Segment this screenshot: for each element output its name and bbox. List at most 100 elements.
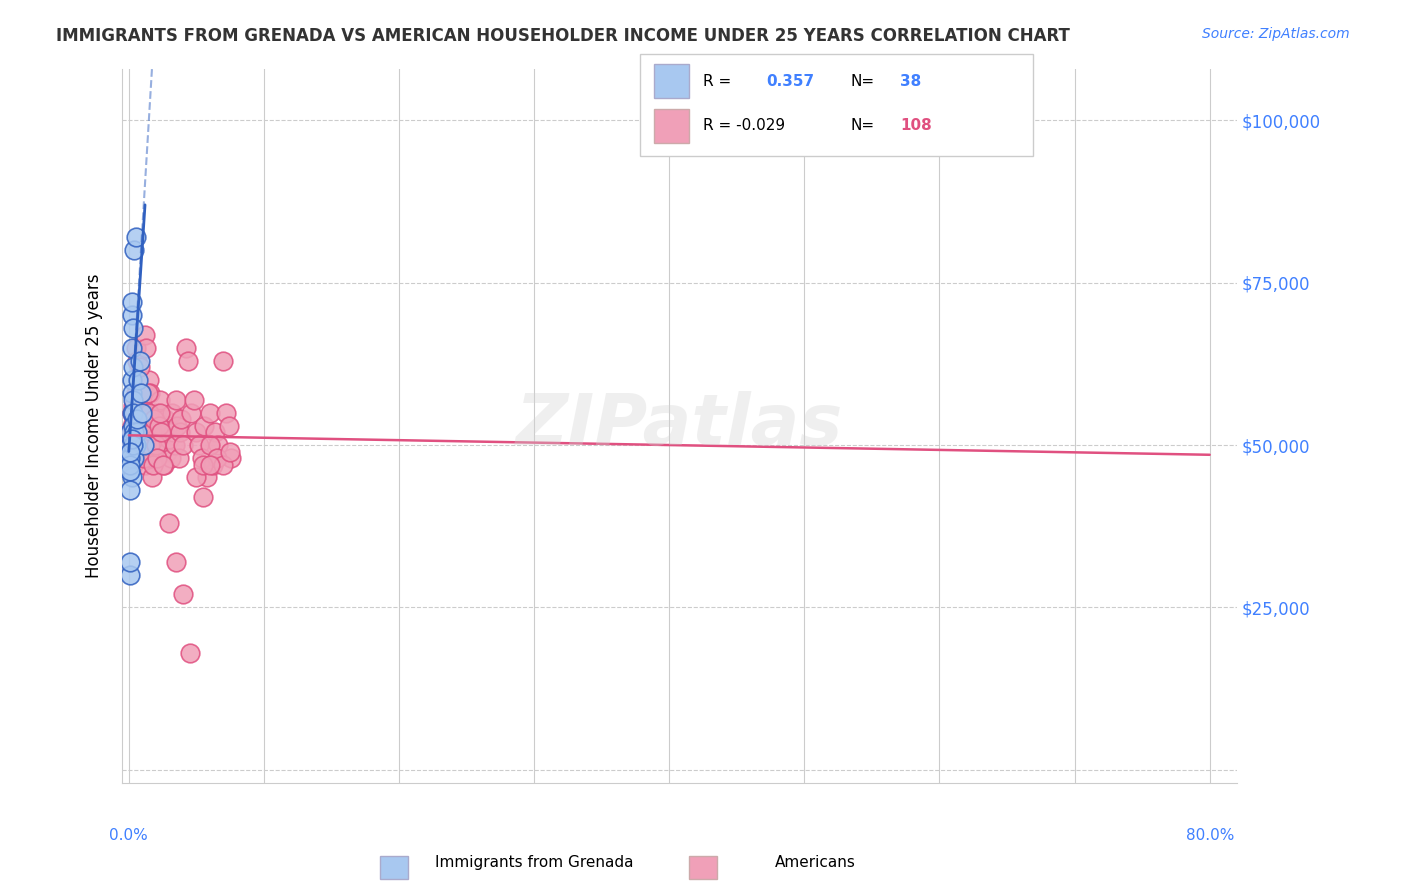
Point (121, 406, 143, 420)
Point (131, 412, 153, 426)
Point (138, 406, 160, 420)
Point (124, 386, 146, 401)
Point (121, 341, 143, 355)
Point (128, 438, 150, 452)
Point (135, 438, 157, 452)
Point (124, 230, 146, 244)
Point (138, 373, 160, 387)
Text: R = -0.029: R = -0.029 (703, 119, 785, 133)
Point (127, 373, 149, 387)
Point (142, 425, 165, 439)
Point (128, 425, 150, 439)
Point (129, 386, 152, 401)
Text: 0.0%: 0.0% (110, 828, 148, 843)
Point (149, 406, 172, 420)
Point (120, 567, 142, 582)
Point (172, 587, 194, 601)
Point (125, 418, 148, 433)
Point (120, 464, 142, 478)
Point (121, 418, 143, 433)
Point (129, 399, 152, 413)
Point (120, 555, 142, 569)
Point (121, 386, 143, 401)
Point (124, 341, 146, 355)
Point (162, 425, 184, 439)
Point (121, 458, 143, 472)
Point (198, 438, 221, 452)
Point (152, 425, 174, 439)
Point (132, 438, 155, 452)
Point (191, 458, 214, 472)
Text: 0.357: 0.357 (766, 74, 814, 88)
Text: Immigrants from Grenada: Immigrants from Grenada (434, 855, 634, 870)
Point (120, 464, 142, 478)
Point (131, 406, 153, 420)
Point (125, 450, 148, 465)
Point (121, 406, 143, 420)
Text: ZIPatlas: ZIPatlas (516, 391, 844, 460)
Point (180, 406, 202, 420)
Point (212, 458, 235, 472)
Point (127, 438, 149, 452)
Point (152, 458, 174, 472)
Point (150, 425, 173, 439)
Point (136, 412, 159, 426)
Point (198, 406, 221, 420)
Point (191, 450, 214, 465)
Point (125, 412, 148, 426)
Point (148, 418, 170, 433)
Point (136, 450, 159, 465)
Point (131, 418, 153, 433)
Point (125, 353, 148, 368)
Point (188, 438, 211, 452)
Point (174, 341, 197, 355)
Point (128, 353, 150, 368)
Point (131, 432, 153, 446)
Point (207, 438, 229, 452)
Point (141, 470, 163, 484)
Text: 38: 38 (900, 74, 921, 88)
Point (139, 386, 162, 401)
Point (122, 425, 145, 439)
Point (122, 412, 145, 426)
Point (212, 353, 235, 368)
Point (155, 412, 177, 426)
Point (165, 392, 187, 407)
Point (165, 555, 187, 569)
Point (120, 425, 142, 439)
Point (169, 425, 191, 439)
Point (121, 399, 143, 413)
Point (146, 450, 169, 465)
Point (134, 406, 156, 420)
Point (145, 438, 167, 452)
Point (135, 425, 157, 439)
Point (146, 450, 169, 465)
Point (149, 392, 172, 407)
Point (120, 450, 142, 465)
Point (183, 392, 205, 407)
Point (150, 438, 173, 452)
Point (122, 425, 145, 439)
Point (125, 425, 148, 439)
Point (129, 450, 152, 465)
Point (121, 432, 143, 446)
Point (121, 444, 143, 458)
Point (124, 438, 146, 452)
Point (186, 470, 208, 484)
Point (136, 386, 159, 401)
Point (153, 458, 176, 472)
Point (193, 418, 215, 433)
Point (139, 438, 162, 452)
Point (160, 406, 183, 420)
Point (143, 438, 166, 452)
Point (121, 321, 143, 335)
Point (124, 438, 146, 452)
Point (156, 444, 179, 458)
Point (120, 425, 142, 439)
Point (120, 438, 142, 452)
Point (132, 444, 155, 458)
Point (172, 438, 194, 452)
Point (121, 406, 143, 420)
Point (205, 450, 228, 465)
Point (186, 425, 208, 439)
